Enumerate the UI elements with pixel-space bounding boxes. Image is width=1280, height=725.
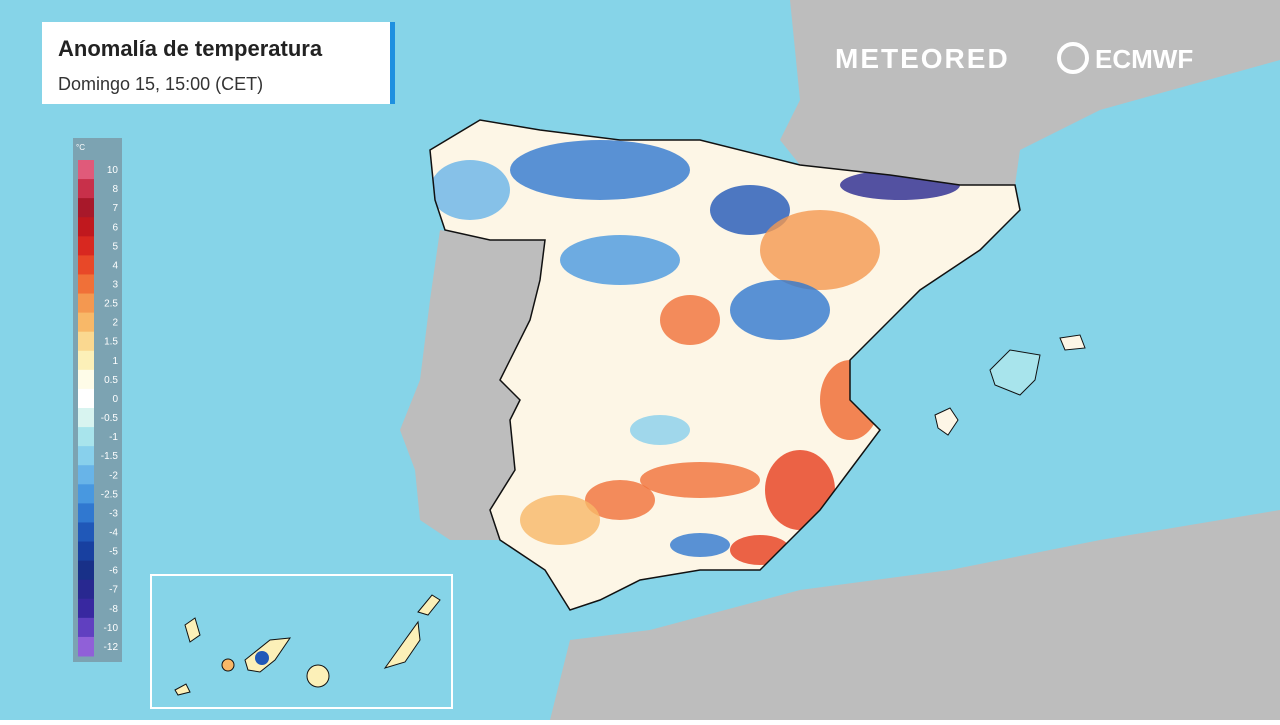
legend-unit: °C xyxy=(76,143,85,152)
legend-swatch xyxy=(78,369,94,390)
france xyxy=(780,0,1280,185)
canary-inset xyxy=(150,574,453,709)
legend-label: 1.5 xyxy=(104,337,118,348)
portugal xyxy=(400,230,545,540)
la-gomera xyxy=(221,658,235,672)
legend-label: -10 xyxy=(104,623,119,634)
legend-swatch xyxy=(78,522,94,543)
legend-swatch xyxy=(78,388,94,409)
legend-swatch xyxy=(78,446,94,466)
legend-label: 5 xyxy=(112,241,118,252)
legend-swatch xyxy=(78,236,94,256)
legend-label: -1.5 xyxy=(101,451,119,462)
legend-label: 1 xyxy=(112,356,118,367)
teide-anomaly xyxy=(255,651,269,665)
legend-swatch xyxy=(78,408,94,428)
title: Anomalía de temperatura xyxy=(58,36,323,61)
legend-label: -3 xyxy=(109,508,118,519)
ibiza xyxy=(934,407,959,436)
legend-label: -7 xyxy=(109,585,118,596)
subtitle: Domingo 15, 15:00 (CET) xyxy=(58,74,263,94)
legend-label: -4 xyxy=(109,528,118,539)
legend-label: -6 xyxy=(109,566,118,577)
spain-border xyxy=(429,119,1021,611)
menorca xyxy=(1059,334,1086,351)
legend-swatch xyxy=(78,427,94,447)
legend-label: 0 xyxy=(112,394,118,405)
lanzarote xyxy=(417,594,441,616)
gran-canaria xyxy=(306,664,330,688)
legend-swatch xyxy=(78,560,94,581)
legend-label: 4 xyxy=(112,260,118,271)
legend-label: 6 xyxy=(112,222,118,233)
legend-swatch xyxy=(78,350,94,371)
legend-swatch xyxy=(78,293,94,314)
legend-swatch xyxy=(78,579,94,600)
legend-label: -2 xyxy=(109,470,118,481)
legend-label: -5 xyxy=(109,547,118,558)
legend-swatch xyxy=(78,179,94,199)
legend-swatch xyxy=(78,503,94,523)
title-accent xyxy=(390,22,395,104)
title-box xyxy=(42,22,392,104)
legend-swatch xyxy=(78,217,94,237)
legend-swatch xyxy=(78,274,94,295)
africa xyxy=(550,510,1280,720)
legend-swatch xyxy=(78,484,94,504)
la-palma xyxy=(184,617,201,643)
legend-swatch xyxy=(78,255,94,275)
mallorca xyxy=(989,349,1041,396)
legend-swatch xyxy=(78,541,94,562)
brand-ecmwf: ECMWF xyxy=(1095,44,1193,74)
el-hierro xyxy=(174,683,191,696)
legend-label: 8 xyxy=(112,184,118,195)
legend-swatch xyxy=(78,636,94,657)
legend-swatch xyxy=(78,617,94,638)
legend-label: -2.5 xyxy=(101,489,119,500)
legend-label: 0.5 xyxy=(104,375,118,386)
brand-meteored: METEORED xyxy=(835,43,1010,74)
legend-label: -12 xyxy=(104,642,119,653)
ecmwf-logo xyxy=(1057,42,1089,74)
fuerteventura xyxy=(383,620,421,669)
legend: 10 8 7 6 5 4 3 2.5 2 1.5 1 0.5 0 -0.5 -1 -1.5 -2 -2.5 -3 -4… xyxy=(78,160,118,657)
legend-label: -0.5 xyxy=(101,413,119,424)
legend-swatch xyxy=(78,598,94,619)
legend-label: 2 xyxy=(112,318,118,329)
legend-label: 7 xyxy=(112,203,118,214)
legend-label: 10 xyxy=(107,165,119,176)
legend-label: 3 xyxy=(112,280,118,291)
legend-label: -1 xyxy=(109,432,118,443)
legend-swatch xyxy=(78,465,94,485)
legend-label: 2.5 xyxy=(104,299,118,310)
legend-swatch xyxy=(78,160,94,180)
legend-swatch xyxy=(78,331,94,352)
legend-swatch xyxy=(78,312,94,333)
legend-swatch xyxy=(78,198,94,218)
legend-label: -8 xyxy=(109,604,118,615)
